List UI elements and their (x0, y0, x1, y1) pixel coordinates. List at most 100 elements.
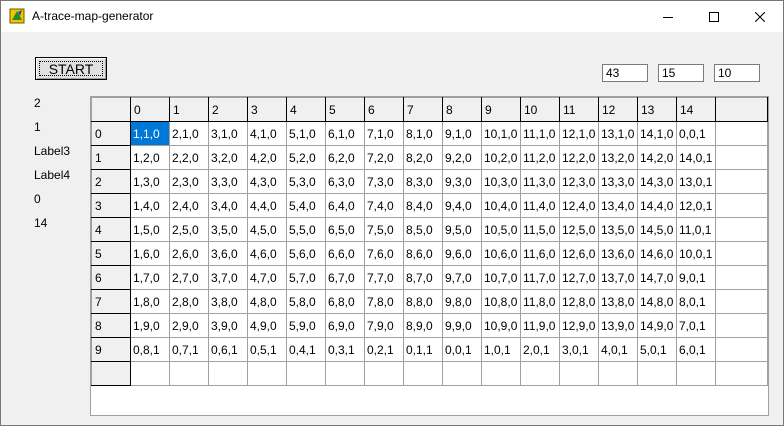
grid-cell[interactable]: 3,5,0 (208, 217, 248, 242)
grid-cell[interactable]: 1,5,0 (130, 217, 170, 242)
grid-cell[interactable]: 9,9,0 (442, 313, 482, 338)
grid-cell[interactable]: 12,9,0 (559, 313, 599, 338)
grid-cell[interactable]: 0,6,1 (208, 337, 248, 362)
grid-cell[interactable]: 2,5,0 (169, 217, 209, 242)
grid-cell[interactable] (208, 361, 248, 386)
grid-cell[interactable]: 7,9,0 (364, 313, 404, 338)
grid-cell[interactable]: 7,0,1 (676, 313, 716, 338)
grid-cell[interactable]: 10,9,0 (481, 313, 521, 338)
grid-cell[interactable]: 8,6,0 (403, 241, 443, 266)
grid-cell[interactable]: 14,6,0 (637, 241, 677, 266)
grid-cell[interactable]: 11,7,0 (520, 265, 560, 290)
grid-cell[interactable]: 9,3,0 (442, 169, 482, 194)
column-header[interactable]: 14 (676, 97, 716, 122)
row-header[interactable]: 6 (91, 265, 131, 290)
grid-cell[interactable]: 5,4,0 (286, 193, 326, 218)
grid-cell[interactable]: 12,8,0 (559, 289, 599, 314)
grid-cell[interactable]: 6,7,0 (325, 265, 365, 290)
grid-cell[interactable]: 4,3,0 (247, 169, 287, 194)
grid-cell[interactable]: 6,8,0 (325, 289, 365, 314)
grid-cell[interactable]: 12,4,0 (559, 193, 599, 218)
data-grid[interactable]: 0 1 2 3 4 5 6 7 8 9 10 11 12 13 14 0 1,1,0 2,1,0 3,1,0 4,1,… (90, 96, 769, 416)
grid-cell[interactable]: 2,3,0 (169, 169, 209, 194)
grid-cell[interactable]: 13,2,0 (598, 145, 638, 170)
grid-cell[interactable]: 10,4,0 (481, 193, 521, 218)
column-header[interactable] (715, 97, 768, 122)
grid-cell[interactable]: 11,0,1 (676, 217, 716, 242)
grid-corner-cell[interactable] (91, 97, 131, 122)
grid-cell[interactable]: 4,6,0 (247, 241, 287, 266)
grid-cell[interactable]: 10,6,0 (481, 241, 521, 266)
grid-cell[interactable]: 8,2,0 (403, 145, 443, 170)
grid-cell[interactable]: 5,8,0 (286, 289, 326, 314)
grid-cell[interactable]: 14,7,0 (637, 265, 677, 290)
grid-cell[interactable] (247, 361, 287, 386)
grid-cell[interactable]: 8,1,0 (403, 121, 443, 146)
grid-cell[interactable]: 0,8,1 (130, 337, 170, 362)
column-header[interactable]: 2 (208, 97, 248, 122)
grid-cell[interactable]: 0,7,1 (169, 337, 209, 362)
grid-cell[interactable]: 5,3,0 (286, 169, 326, 194)
grid-cell[interactable]: 6,1,0 (325, 121, 365, 146)
grid-cell[interactable] (364, 361, 404, 386)
grid-cell[interactable]: 1,2,0 (130, 145, 170, 170)
column-header[interactable]: 7 (403, 97, 443, 122)
grid-cell[interactable]: 3,7,0 (208, 265, 248, 290)
grid-cell[interactable]: 10,3,0 (481, 169, 521, 194)
grid-cell[interactable] (715, 337, 768, 362)
grid-cell[interactable]: 0,2,1 (364, 337, 404, 362)
grid-cell[interactable]: 3,9,0 (208, 313, 248, 338)
column-header[interactable]: 13 (637, 97, 677, 122)
grid-cell[interactable]: 7,1,0 (364, 121, 404, 146)
grid-cell[interactable]: 9,4,0 (442, 193, 482, 218)
grid-cell[interactable] (715, 241, 768, 266)
grid-cell[interactable]: 10,1,0 (481, 121, 521, 146)
grid-cell[interactable] (403, 361, 443, 386)
grid-cell[interactable]: 11,4,0 (520, 193, 560, 218)
grid-cell[interactable]: 9,8,0 (442, 289, 482, 314)
grid-cell[interactable]: 3,8,0 (208, 289, 248, 314)
close-button[interactable] (737, 1, 783, 32)
grid-cell[interactable]: 7,5,0 (364, 217, 404, 242)
grid-cell[interactable]: 8,4,0 (403, 193, 443, 218)
grid-cell[interactable]: 10,7,0 (481, 265, 521, 290)
row-header[interactable]: 7 (91, 289, 131, 314)
grid-cell[interactable]: 2,1,0 (169, 121, 209, 146)
grid-cell[interactable]: 14,0,1 (676, 145, 716, 170)
grid-cell[interactable]: 5,1,0 (286, 121, 326, 146)
grid-cell[interactable]: 14,3,0 (637, 169, 677, 194)
grid-cell[interactable]: 6,9,0 (325, 313, 365, 338)
grid-cell[interactable]: 5,0,1 (637, 337, 677, 362)
grid-cell[interactable]: 14,2,0 (637, 145, 677, 170)
grid-cell[interactable]: 2,4,0 (169, 193, 209, 218)
grid-cell[interactable]: 9,2,0 (442, 145, 482, 170)
grid-cell[interactable]: 14,8,0 (637, 289, 677, 314)
grid-cell[interactable]: 13,1,0 (598, 121, 638, 146)
grid-cell[interactable]: 4,1,0 (247, 121, 287, 146)
grid-cell[interactable]: 8,3,0 (403, 169, 443, 194)
grid-cell[interactable] (598, 361, 638, 386)
grid-cell[interactable] (715, 217, 768, 242)
grid-cell[interactable]: 14,5,0 (637, 217, 677, 242)
grid-cell[interactable]: 0,0,1 (442, 337, 482, 362)
grid-cell[interactable]: 2,9,0 (169, 313, 209, 338)
grid-cell[interactable]: 9,7,0 (442, 265, 482, 290)
grid-cell[interactable]: 5,5,0 (286, 217, 326, 242)
grid-cell[interactable]: 3,0,1 (559, 337, 599, 362)
column-header[interactable]: 5 (325, 97, 365, 122)
grid-cell[interactable]: 12,0,1 (676, 193, 716, 218)
grid-cell[interactable]: 1,9,0 (130, 313, 170, 338)
grid-cell[interactable]: 1,7,0 (130, 265, 170, 290)
grid-cell[interactable]: 2,2,0 (169, 145, 209, 170)
grid-cell[interactable]: 8,7,0 (403, 265, 443, 290)
row-header[interactable]: 5 (91, 241, 131, 266)
grid-cell[interactable]: 11,2,0 (520, 145, 560, 170)
grid-cell[interactable]: 1,8,0 (130, 289, 170, 314)
grid-cell[interactable]: 7,3,0 (364, 169, 404, 194)
grid-cell[interactable]: 11,1,0 (520, 121, 560, 146)
grid-cell[interactable]: 4,9,0 (247, 313, 287, 338)
grid-cell[interactable]: 1,3,0 (130, 169, 170, 194)
column-header[interactable]: 11 (559, 97, 599, 122)
grid-cell[interactable]: 4,2,0 (247, 145, 287, 170)
grid-cell[interactable]: 8,9,0 (403, 313, 443, 338)
